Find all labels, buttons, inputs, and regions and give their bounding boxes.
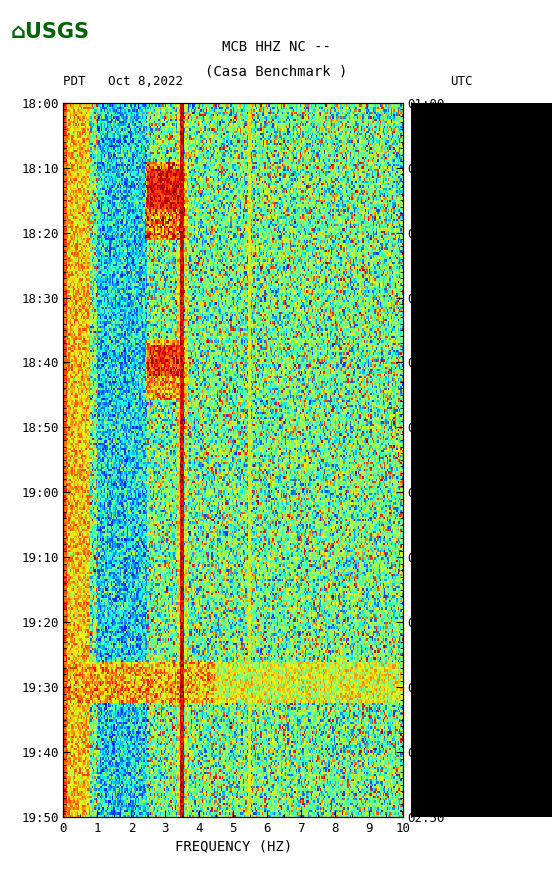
Text: PDT   Oct 8,2022: PDT Oct 8,2022	[63, 75, 183, 88]
Text: MCB HHZ NC --: MCB HHZ NC --	[221, 39, 331, 54]
Text: (Casa Benchmark ): (Casa Benchmark )	[205, 64, 347, 79]
Text: UTC: UTC	[450, 75, 473, 88]
Text: ⌂USGS: ⌂USGS	[11, 22, 90, 42]
X-axis label: FREQUENCY (HZ): FREQUENCY (HZ)	[174, 839, 292, 853]
